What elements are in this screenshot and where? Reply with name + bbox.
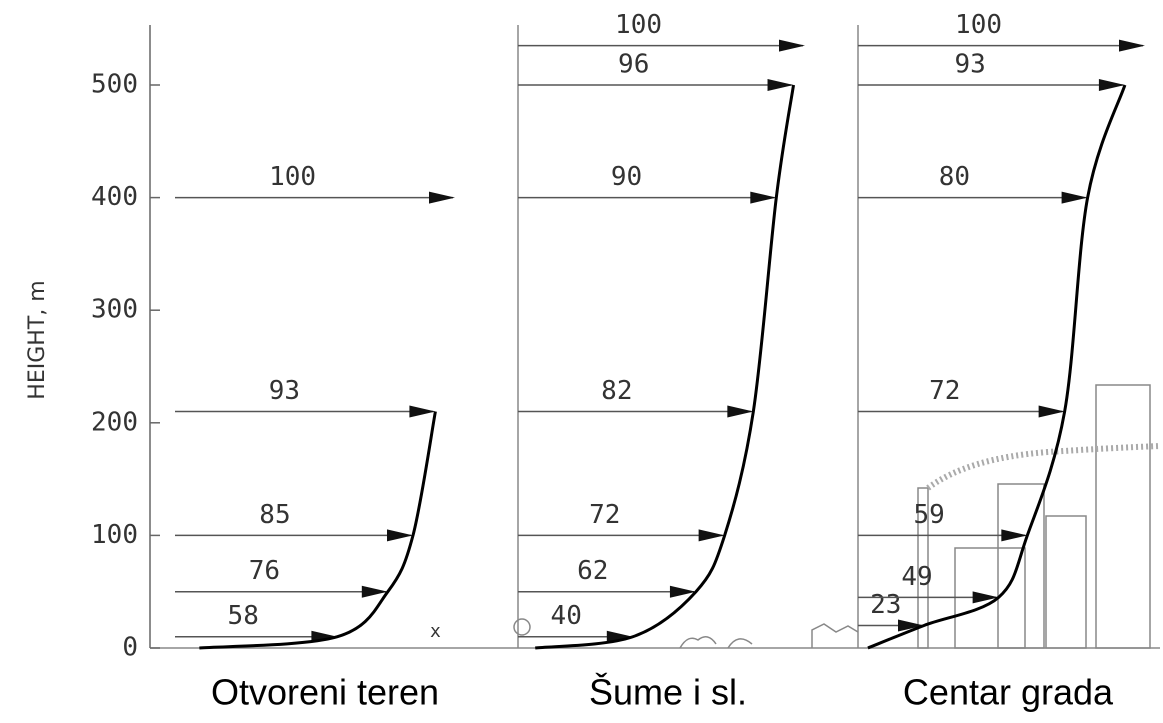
panel-title: Šume i sl. [589, 672, 747, 713]
arrowhead [1001, 529, 1027, 541]
chart: HEIGHT, m x 0 100 200 300 400 500 Otvoreni ter… [0, 0, 1163, 723]
velocity-label: 72 [589, 500, 620, 530]
y-tick-label: 100 [91, 520, 138, 550]
arrowhead [1062, 192, 1088, 204]
y-tick-label: 200 [91, 407, 138, 437]
velocity-label: 59 [913, 500, 944, 530]
tree-icon: x [430, 621, 441, 642]
velocity-label: 62 [577, 556, 608, 586]
y-axis-label: HEIGHT, m [25, 280, 50, 399]
arrowhead [387, 529, 413, 541]
velocity-label: 23 [870, 590, 901, 620]
panel-title: Otvoreni teren [211, 672, 439, 713]
arrowhead [1099, 79, 1125, 91]
velocity-label: 93 [954, 50, 985, 80]
y-tick-label: 0 [122, 633, 138, 663]
arrowhead [1119, 40, 1145, 52]
velocity-label: 72 [929, 376, 960, 406]
arrowhead [429, 192, 455, 204]
velocity-label: 85 [259, 500, 290, 530]
velocity-label: 90 [611, 162, 642, 192]
velocity-profile [535, 85, 793, 648]
velocity-label: 76 [249, 556, 280, 586]
velocity-label: 93 [269, 376, 300, 406]
velocity-label: 100 [615, 10, 662, 40]
arrowhead [699, 529, 725, 541]
velocity-label: 40 [551, 601, 582, 631]
velocity-label: 100 [269, 162, 316, 192]
velocity-label: 96 [618, 50, 649, 80]
velocity-label: 58 [228, 601, 259, 631]
arrowhead [750, 192, 776, 204]
arrowhead [727, 406, 753, 418]
arrowhead [768, 79, 794, 91]
velocity-label: 100 [955, 10, 1002, 40]
arrowhead [409, 406, 435, 418]
y-tick-label: 300 [91, 295, 138, 325]
y-tick-label: 400 [91, 182, 138, 212]
panel-title: Centar grada [903, 672, 1114, 713]
arrowhead [1039, 406, 1065, 418]
arrowhead [779, 40, 805, 52]
velocity-label: 82 [601, 376, 632, 406]
velocity-label: 49 [901, 562, 932, 592]
velocity-label: 80 [939, 162, 970, 192]
y-tick-label: 500 [91, 70, 138, 100]
